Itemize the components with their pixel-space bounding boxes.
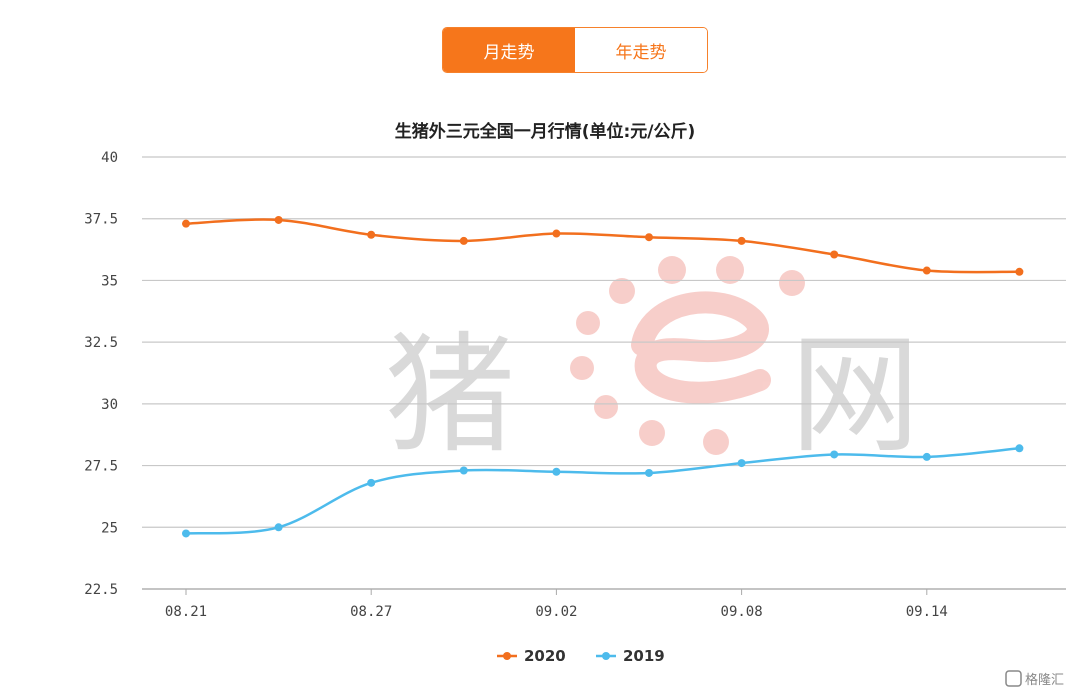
series-2019 [182, 444, 1024, 538]
legend-item-2019[interactable]: 2019 [596, 647, 665, 665]
legend-marker [503, 652, 511, 660]
data-point-2020[interactable] [737, 236, 746, 245]
legend-label: 2019 [623, 647, 665, 665]
tab-yearly-trend[interactable]: 年走势 [575, 28, 707, 72]
g-logo-icon [1005, 670, 1022, 687]
legend: 2020 2019 [497, 647, 665, 665]
x-axis: 08.21 08.27 09.02 09.08 09.14 [142, 588, 1066, 620]
trend-tabs: 月走势 年走势 [442, 27, 708, 73]
y-axis: 40 37.5 35 32.5 30 27.5 25 22.5 [84, 150, 118, 598]
corner-logo-text: 格隆汇 [1025, 672, 1064, 688]
data-point-2019[interactable] [274, 523, 283, 532]
legend-label: 2020 [524, 647, 566, 665]
legend-marker [602, 652, 610, 660]
data-point-2019[interactable] [552, 467, 561, 476]
data-point-2019[interactable] [830, 450, 839, 459]
data-point-2020[interactable] [367, 230, 376, 239]
chart-title: 生猪外三元全国一月行情(单位:元/公斤) [395, 121, 696, 142]
data-point-2020[interactable] [182, 219, 190, 228]
data-point-2020[interactable] [1015, 267, 1024, 276]
data-point-2019[interactable] [182, 529, 190, 538]
data-point-2020[interactable] [922, 266, 931, 275]
data-point-2020[interactable] [645, 233, 653, 242]
y-tick-label: 40 [101, 150, 118, 166]
data-point-2020[interactable] [552, 229, 561, 238]
y-tick-label: 25 [101, 520, 118, 536]
data-point-2019[interactable] [645, 468, 653, 477]
x-tick-label: 08.27 [350, 604, 392, 620]
data-point-2019[interactable] [1015, 444, 1024, 453]
y-tick-label: 37.5 [84, 212, 118, 228]
series-line-2019 [185, 447, 1020, 535]
watermark-left-char: 猪 [385, 319, 515, 471]
data-point-2020[interactable] [274, 215, 283, 224]
series-group [182, 215, 1024, 538]
y-tick-label: 35 [101, 273, 118, 289]
watermark-right-char: 网 [790, 319, 920, 471]
y-tick-label: 27.5 [84, 459, 118, 475]
y-tick-label: 30 [101, 397, 118, 413]
watermark-e-logo-icon [570, 256, 805, 455]
series-line-2020 [185, 218, 1020, 274]
data-point-2019[interactable] [459, 466, 468, 475]
data-point-2020[interactable] [830, 250, 839, 259]
x-tick-label: 09.02 [535, 604, 577, 620]
corner-logo: 格隆汇 [1005, 670, 1064, 688]
data-point-2020[interactable] [459, 236, 468, 245]
data-point-2019[interactable] [922, 452, 931, 461]
legend-item-2020[interactable]: 2020 [497, 647, 566, 665]
tab-monthly-trend[interactable]: 月走势 [443, 28, 575, 72]
x-tick-label: 08.21 [165, 604, 207, 620]
x-tick-label: 09.14 [906, 604, 948, 620]
data-point-2019[interactable] [737, 459, 746, 468]
watermark: 猪 网 [385, 256, 920, 471]
series-2020 [182, 215, 1024, 276]
y-tick-label: 32.5 [84, 335, 118, 351]
y-tick-label: 22.5 [84, 582, 118, 598]
data-point-2019[interactable] [367, 478, 376, 487]
x-tick-label: 09.08 [721, 604, 763, 620]
